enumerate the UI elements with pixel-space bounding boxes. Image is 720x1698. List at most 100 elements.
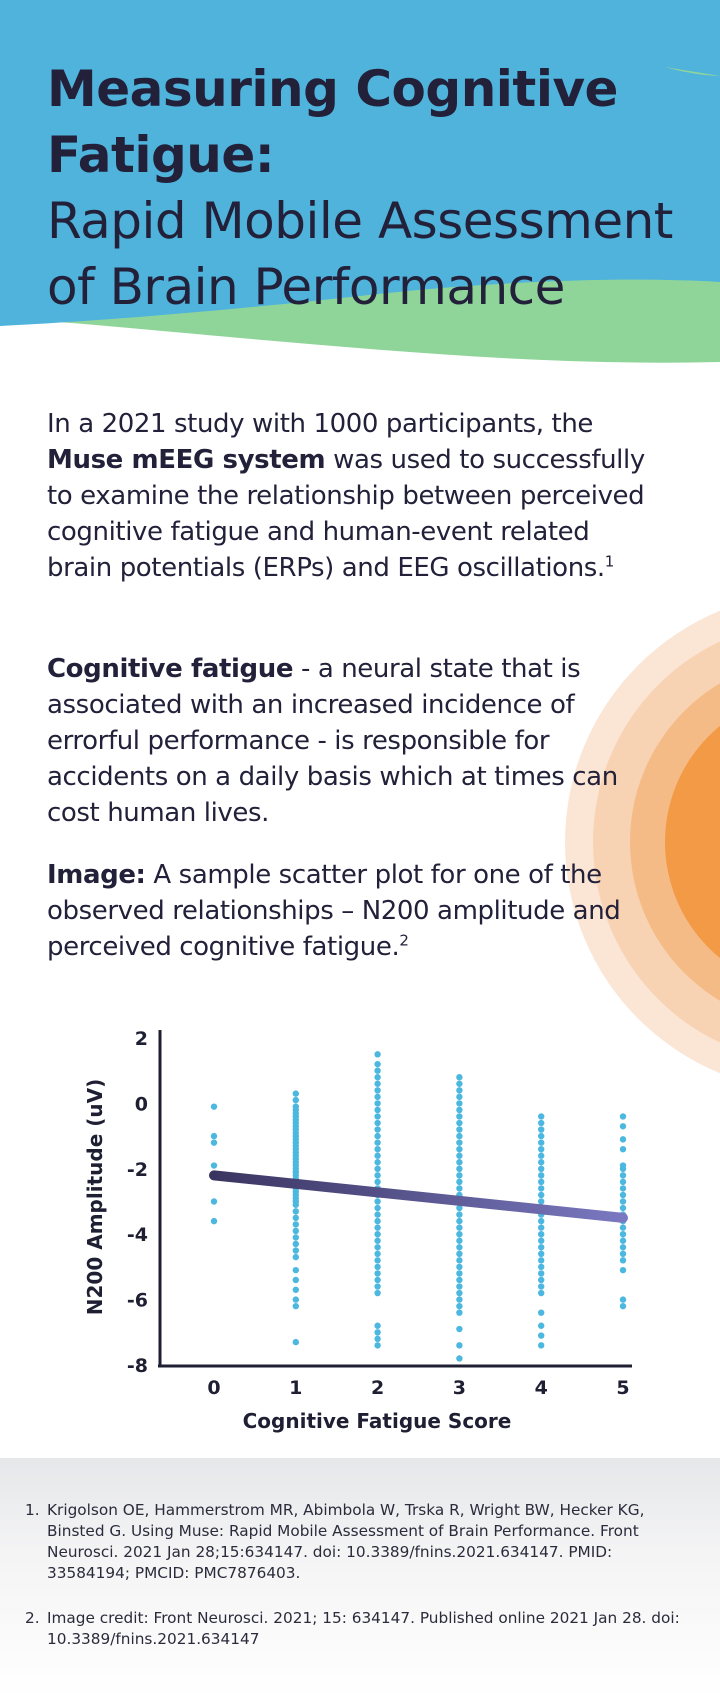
data-point <box>456 1237 463 1244</box>
data-point <box>619 1257 627 1264</box>
data-point <box>292 1240 299 1248</box>
data-point <box>538 1178 545 1186</box>
data-point <box>456 1165 463 1172</box>
data-point <box>456 1178 463 1186</box>
reference-text: Krigolson OE, Hammerstrom MR, Abimbola W… <box>47 1501 645 1582</box>
data-point <box>374 1322 381 1329</box>
data-point <box>619 1123 627 1130</box>
data-point <box>374 1100 381 1107</box>
y-tick-label: -8 <box>127 1355 148 1377</box>
data-point <box>374 1335 381 1343</box>
data-point <box>456 1355 463 1362</box>
data-point <box>538 1159 545 1166</box>
data-point <box>292 1302 299 1310</box>
data-point <box>292 1338 299 1346</box>
data-point <box>619 1185 627 1192</box>
definition-paragraph: Cognitive fatigue - a neural state that … <box>47 651 647 831</box>
data-point <box>374 1145 381 1153</box>
data-point <box>210 1132 218 1140</box>
data-point <box>456 1276 463 1284</box>
data-point <box>374 1224 381 1231</box>
reference-item-2: 2. Image credit: Front Neurosci. 2021; 15… <box>25 1608 687 1650</box>
data-point <box>538 1322 545 1329</box>
data-point <box>374 1276 381 1284</box>
data-point <box>374 1126 381 1133</box>
references-list: 1. Krigolson OE, Hammerstrom MR, Abimbola… <box>25 1500 687 1674</box>
data-point <box>456 1296 463 1303</box>
data-point <box>292 1296 299 1303</box>
y-tick-labels: 2 0 -2 -4 -6 -8 <box>127 1028 148 1377</box>
data-point <box>374 1204 381 1212</box>
data-point <box>374 1119 381 1127</box>
definition-term: Cognitive fatigue <box>47 654 294 684</box>
data-point <box>538 1263 545 1271</box>
data-point <box>456 1231 463 1238</box>
data-point <box>538 1113 545 1120</box>
data-point <box>456 1139 463 1146</box>
data-point <box>456 1342 463 1349</box>
data-point <box>374 1067 381 1074</box>
data-point <box>538 1145 545 1153</box>
y-tick-label: -2 <box>127 1159 148 1181</box>
title-line-1: Measuring Cognitive <box>47 60 618 118</box>
data-point <box>619 1191 627 1199</box>
data-point <box>538 1342 545 1349</box>
subtitle-line-2: of Brain Performance <box>47 258 565 316</box>
data-point <box>374 1283 381 1290</box>
x-tick-label: 3 <box>453 1377 466 1399</box>
data-point <box>292 1096 299 1104</box>
data-point <box>292 1266 299 1274</box>
caption-label: Image: <box>47 860 146 890</box>
scatter-chart: 2 0 -2 -4 -6 -8 0 1 2 3 4 5 Cognitive Fatigue Scor… <box>83 1028 632 1433</box>
data-point <box>374 1093 381 1101</box>
blue-header-wave <box>0 0 720 326</box>
intro-text-end: was used to successfully to examine the … <box>47 445 645 583</box>
data-point <box>374 1263 381 1271</box>
data-point <box>538 1231 545 1238</box>
data-point <box>619 1237 627 1244</box>
data-point <box>374 1342 381 1349</box>
y-tick-label: 2 <box>135 1028 148 1050</box>
data-point <box>619 1178 627 1186</box>
data-point <box>538 1250 545 1258</box>
y-tick-label: 0 <box>135 1093 148 1115</box>
data-point <box>456 1283 463 1290</box>
data-point <box>374 1152 381 1159</box>
data-point <box>210 1198 218 1205</box>
data-point <box>619 1250 627 1258</box>
data-point <box>619 1296 627 1303</box>
data-point <box>374 1289 381 1297</box>
data-point <box>456 1132 463 1140</box>
data-point <box>619 1136 627 1143</box>
data-point <box>292 1208 299 1215</box>
data-point <box>456 1263 463 1271</box>
data-point <box>619 1113 627 1120</box>
data-point <box>374 1178 381 1186</box>
data-point <box>456 1100 463 1107</box>
data-point <box>456 1113 463 1120</box>
data-point <box>538 1165 545 1172</box>
data-point <box>456 1185 463 1192</box>
data-point <box>538 1198 545 1205</box>
data-point <box>374 1165 381 1172</box>
reference-item-1: 1. Krigolson OE, Hammerstrom MR, Abimbola… <box>25 1500 687 1584</box>
data-point <box>619 1165 627 1172</box>
data-point <box>374 1060 381 1068</box>
data-point <box>538 1185 545 1192</box>
data-point <box>292 1276 299 1284</box>
x-tick-labels: 0 1 2 3 4 5 <box>207 1377 629 1399</box>
y-tick-label: -6 <box>127 1290 148 1312</box>
definition-text: - a neural state that is associated with… <box>47 654 618 828</box>
references-section: 1. Krigolson OE, Hammerstrom MR, Abimbola… <box>0 1458 720 1698</box>
data-point <box>619 1204 627 1212</box>
data-point <box>619 1145 627 1153</box>
data-point <box>374 1211 381 1218</box>
x-tick-label: 2 <box>371 1377 384 1399</box>
data-point <box>374 1051 381 1058</box>
intro-footnote-marker: 1 <box>604 552 615 571</box>
data-point <box>619 1231 627 1238</box>
data-point <box>538 1172 545 1179</box>
data-point <box>374 1257 381 1264</box>
data-point <box>538 1270 545 1277</box>
